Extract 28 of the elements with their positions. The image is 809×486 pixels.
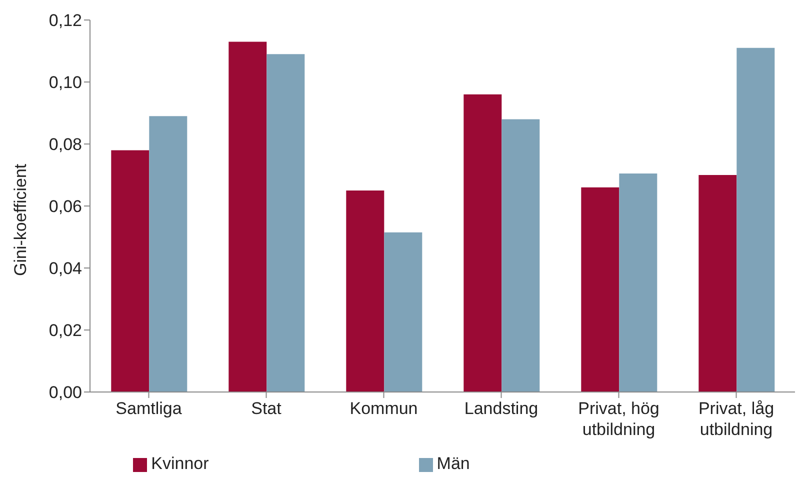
bar xyxy=(464,94,502,392)
x-tick-label: Samtliga xyxy=(116,399,182,418)
y-tick-label: 0,02 xyxy=(48,321,82,340)
legend-label: Kvinnor xyxy=(151,454,209,473)
x-tick-label: Privat, låg utbildning xyxy=(698,399,774,439)
bar xyxy=(228,42,267,392)
bar xyxy=(698,175,737,392)
y-tick-label: 0,10 xyxy=(48,73,82,92)
bar xyxy=(619,173,658,392)
x-tick-label: Landsting xyxy=(464,399,538,418)
x-tick-label: Kommun xyxy=(350,399,418,418)
bar xyxy=(502,119,540,392)
bar xyxy=(581,187,620,392)
y-tick-label: 0,04 xyxy=(48,259,82,278)
legend-label: Män xyxy=(436,454,470,473)
bar xyxy=(736,48,775,392)
y-tick-label: 0,08 xyxy=(48,135,82,154)
y-tick-label: 0,06 xyxy=(48,197,82,216)
x-tick-label: Privat, hög utbildning xyxy=(578,399,660,439)
y-axis-title: Gini-koefficient xyxy=(11,164,30,276)
bar xyxy=(384,232,422,392)
bar xyxy=(346,190,384,392)
bar xyxy=(149,116,188,392)
bar xyxy=(266,54,305,392)
x-tick-label: Stat xyxy=(251,399,282,418)
y-tick-label: 0,12 xyxy=(48,11,82,30)
bar xyxy=(111,150,150,392)
y-tick-label: 0,00 xyxy=(48,383,82,402)
